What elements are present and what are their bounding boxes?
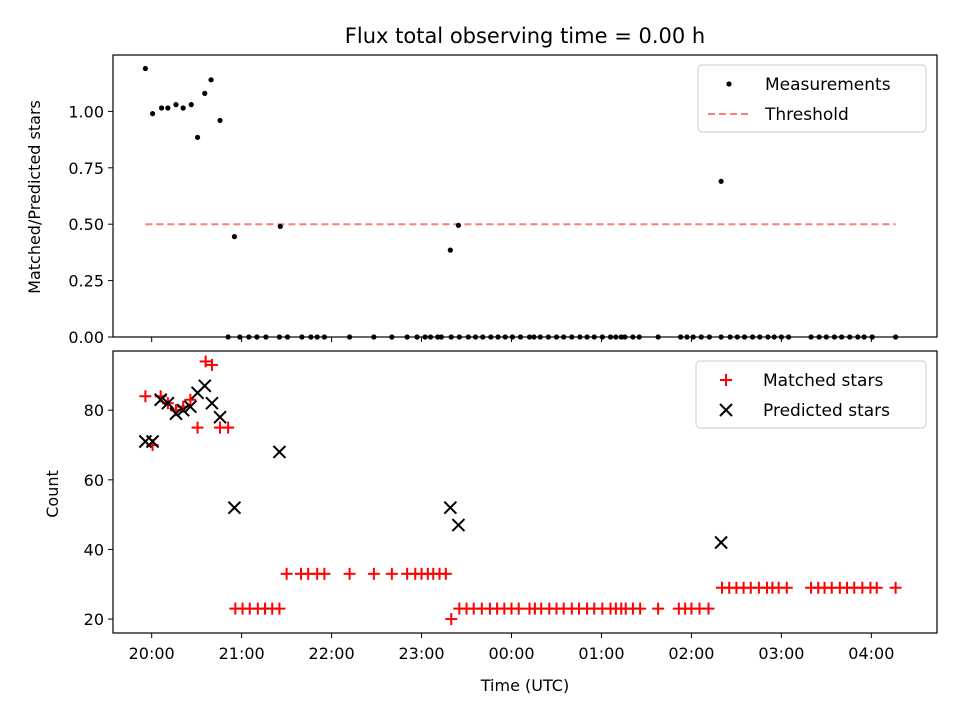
measurement-point [277,223,283,230]
matched-star-point [273,602,286,615]
measurement-point [718,178,724,184]
matched-star-point [439,567,452,580]
bottom-plot-frame [112,350,938,634]
bottom-x-tick-label: 20:00 [129,644,175,663]
legend-matched-marker [720,374,732,386]
predicted-star-point [183,399,198,414]
measurement-point [447,247,453,253]
measurement-point [455,222,462,228]
bottom-x-tick-label: 00:00 [488,644,534,663]
legend-predicted-label: Predicted stars [763,401,890,421]
measurement-point [202,90,208,96]
matched-star-point [199,355,212,368]
top-y-tick-label: 1.00 [68,102,104,121]
matched-star-point [318,567,331,580]
bottom-y-tick-label: 60 [84,471,104,490]
legend-predicted-marker [719,403,733,417]
matched-star-point [139,390,152,403]
predicted-star-point [153,393,168,407]
predicted-star-point [145,434,160,449]
predicted-stars-layer [138,379,728,550]
top-panel: Matched/Predicted stars 0.00 0.25 0.50 0.75… [25,54,938,347]
bottom-x-tick-label: 22:00 [309,644,355,663]
bottom-x-tick-label: 21:00 [219,644,265,663]
bottom-x-tick-label: 04:00 [848,644,894,663]
top-y-tick-label: 0.25 [68,272,104,291]
measurement-point [217,117,223,124]
matched-star-point [652,602,665,615]
matched-star-point [780,581,793,594]
matched-star-point [385,567,398,580]
top-y-tick-label: 0.00 [68,328,104,347]
measurement-point [158,105,165,111]
matched-star-point [191,421,204,434]
bottom-y-tick-label: 20 [84,610,104,629]
bottom-y-tick-label: 40 [84,540,104,559]
bottom-x-ticks: 20:00 21:00 22:00 23:00 00:00 01:00 02:00 03:00… [129,633,894,663]
chart-title: Flux total observing time = 0.00 h [345,24,705,48]
predicted-star-point [169,406,183,421]
matched-star-point [367,567,380,580]
matched-star-point [222,421,235,434]
legend-measurement-marker [726,81,732,87]
bottom-x-tick-label: 03:00 [758,644,804,663]
measurement-point [194,134,201,140]
measurement-point [142,65,148,72]
bottom-legend: Matched stars Predicted stars [695,360,927,429]
measurement-point [165,105,171,111]
matched-stars-layer [139,355,902,626]
bottom-x-tick-label: 01:00 [578,644,624,663]
legend-matched-label: Matched stars [763,371,883,391]
bottom-legend-box [695,360,927,429]
top-y-ticks: 0.00 0.25 0.50 0.75 1.00 [68,102,113,347]
bottom-y-axis-label: Count [43,470,62,518]
predicted-star-point [176,403,190,417]
legend-threshold-label: Threshold [764,105,849,125]
predicted-star-point [451,518,466,532]
bottom-x-tick-label: 23:00 [398,644,444,663]
measurement-point [173,102,179,108]
matched-star-point [889,581,902,594]
top-y-tick-label: 0.75 [68,159,104,178]
predicted-star-point [205,396,219,410]
predicted-star-point [227,500,242,515]
matched-star-point [280,567,293,580]
bottom-y-tick-label: 80 [84,401,104,420]
top-plot-frame [112,54,938,338]
measurement-point [149,111,156,117]
predicted-star-point [443,500,458,515]
predicted-star-point [714,535,728,550]
x-axis-label: Time (UTC) [480,676,569,695]
predicted-star-point [272,445,287,459]
matched-star-point [205,358,218,371]
matched-star-point [343,567,356,580]
bottom-y-ticks: 20 40 60 80 [84,401,113,629]
top-y-tick-label: 0.50 [68,215,104,234]
matched-star-point [634,602,647,615]
measurement-point [231,234,238,240]
legend-measurements-label: Measurements [765,75,891,95]
measurement-point [188,102,194,108]
matched-star-point [184,393,197,406]
measurement-point [180,105,186,111]
matched-star-point [870,581,883,594]
predicted-star-point [198,379,212,393]
matched-star-point [702,602,715,615]
bottom-panel: Count Time (UTC) 20 40 60 80 20:00 21:00 22:0… [43,350,938,695]
predicted-star-point [161,396,175,410]
top-legend-box [697,64,927,133]
top-legend: Measurements Threshold [697,64,927,133]
matched-star-point [445,613,458,626]
matched-star-point [512,602,525,615]
predicted-star-point [213,410,227,424]
bottom-x-tick-label: 02:00 [668,644,714,663]
measurement-point [208,77,214,83]
top-y-axis-label: Matched/Predicted stars [25,100,44,294]
